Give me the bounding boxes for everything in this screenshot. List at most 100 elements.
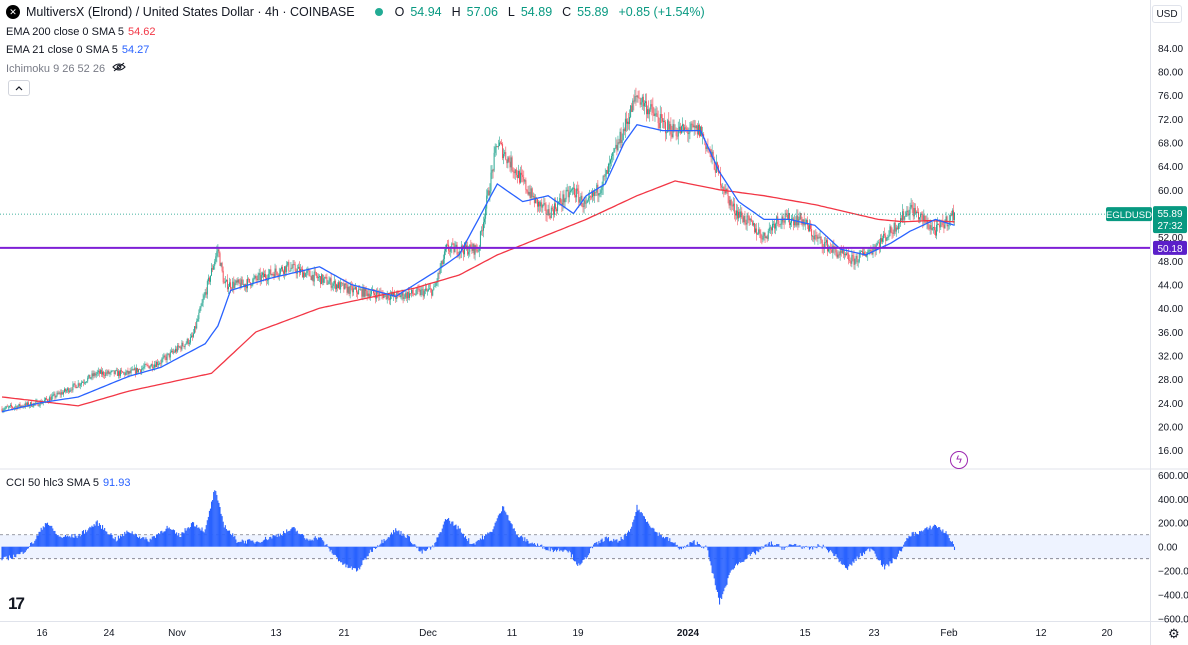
candle-body	[273, 274, 275, 278]
cci-bar	[530, 543, 532, 547]
change-value: +0.85 (+1.54%)	[618, 5, 705, 19]
cci-legend[interactable]: CCI 50 hlc3 SMA 5 91.93	[6, 476, 130, 490]
cci-bar	[677, 546, 679, 549]
cci-bar	[951, 541, 953, 547]
candle-body	[617, 142, 619, 151]
candle-body	[128, 371, 130, 374]
candle-body	[305, 273, 307, 277]
eye-hidden-icon[interactable]	[112, 62, 126, 75]
tradingview-logo-icon[interactable]: 17	[8, 594, 25, 613]
candle-body	[174, 351, 175, 353]
cci-bar	[608, 541, 611, 547]
time-tick-label: 2024	[677, 628, 700, 639]
cci-bar	[660, 535, 662, 547]
candle-body	[264, 274, 265, 278]
ichimoku-legend[interactable]: Ichimoku 9 26 52 26	[6, 62, 126, 76]
candle-body	[75, 385, 77, 389]
cci-bar	[758, 546, 760, 553]
cci-bar	[23, 546, 25, 553]
cci-bar	[611, 540, 613, 547]
candle-body	[646, 101, 647, 115]
cci-bar	[533, 542, 535, 547]
cci-bar	[186, 528, 188, 547]
cci-bar	[614, 540, 616, 547]
gear-icon[interactable]: ⚙	[1168, 626, 1180, 641]
cci-bar	[299, 534, 301, 547]
candle-body	[440, 261, 442, 269]
candle-body	[387, 294, 389, 299]
candle-body	[56, 392, 58, 397]
cci-bar	[563, 546, 565, 551]
cci-bar	[553, 546, 555, 551]
cci-bar	[914, 531, 916, 547]
candle-body	[363, 287, 365, 297]
cci-bar	[222, 521, 224, 547]
cci-bar	[9, 546, 12, 558]
cci-bar	[630, 528, 632, 547]
cci-bar	[42, 526, 44, 547]
candle-body	[164, 355, 166, 357]
cci-bar	[510, 523, 512, 547]
cci-bar	[368, 546, 370, 554]
ema200-legend[interactable]: EMA 200 close 0 SMA 5 54.62	[6, 25, 156, 39]
candle-body	[606, 170, 608, 174]
collapse-legend-button[interactable]	[8, 80, 30, 96]
cci-bar	[118, 538, 121, 547]
cci-bar	[357, 546, 359, 571]
candle-body	[715, 162, 717, 173]
cci-bar	[525, 541, 527, 547]
candle-body	[280, 267, 282, 270]
candle-body	[484, 218, 486, 223]
candle-body	[779, 224, 781, 226]
cci-bar	[379, 544, 381, 547]
cci-bar	[761, 546, 763, 547]
cci-bar	[669, 538, 671, 547]
candle-body	[552, 209, 554, 215]
cci-bar	[442, 524, 444, 547]
candle-body	[344, 283, 346, 290]
cci-bar	[496, 518, 498, 547]
cci-bar	[896, 546, 898, 557]
ema21-legend[interactable]: EMA 21 close 0 SMA 5 54.27	[6, 43, 149, 57]
symbol-title[interactable]: MultiversX (Elrond) / United States Doll…	[26, 5, 355, 19]
cci-bar	[599, 543, 601, 547]
cci-bar	[133, 535, 135, 547]
candle-body	[322, 274, 324, 283]
currency-button[interactable]: USD	[1152, 5, 1182, 23]
candle-body	[230, 282, 232, 289]
cci-bar	[146, 539, 148, 547]
price-tick-label: 68.00	[1158, 138, 1183, 149]
candle-body	[480, 230, 482, 232]
cci-bar	[418, 546, 420, 552]
candle-body	[740, 211, 742, 218]
candle-body	[379, 292, 381, 296]
cci-bar	[115, 541, 117, 547]
candle-body	[488, 190, 490, 196]
cci-bar	[807, 546, 809, 548]
lightning-icon[interactable]: ϟ	[950, 451, 968, 469]
cci-bar	[267, 540, 269, 547]
cci-bar	[248, 539, 250, 547]
cci-bar	[34, 540, 36, 547]
cci-bar	[176, 532, 178, 547]
candle-body	[936, 224, 937, 236]
candle-body	[392, 292, 393, 296]
candle-body	[447, 244, 449, 246]
cci-bar	[132, 534, 134, 547]
cci-bar	[505, 512, 507, 547]
candle-body	[724, 190, 726, 194]
cci-bar	[847, 546, 849, 570]
cci-bar	[239, 541, 241, 547]
candle-body	[932, 226, 934, 229]
candle-body	[671, 134, 673, 138]
cci-bar	[724, 546, 726, 588]
cci-bar	[942, 529, 944, 547]
candle-body	[377, 291, 379, 294]
cci-bar	[799, 545, 801, 547]
cci-bar	[767, 543, 769, 547]
time-tick-label: Nov	[168, 628, 186, 639]
cci-bar	[271, 538, 273, 547]
symbol-tag-label: EGLDUSD	[1106, 210, 1152, 221]
candle-body	[395, 297, 397, 299]
